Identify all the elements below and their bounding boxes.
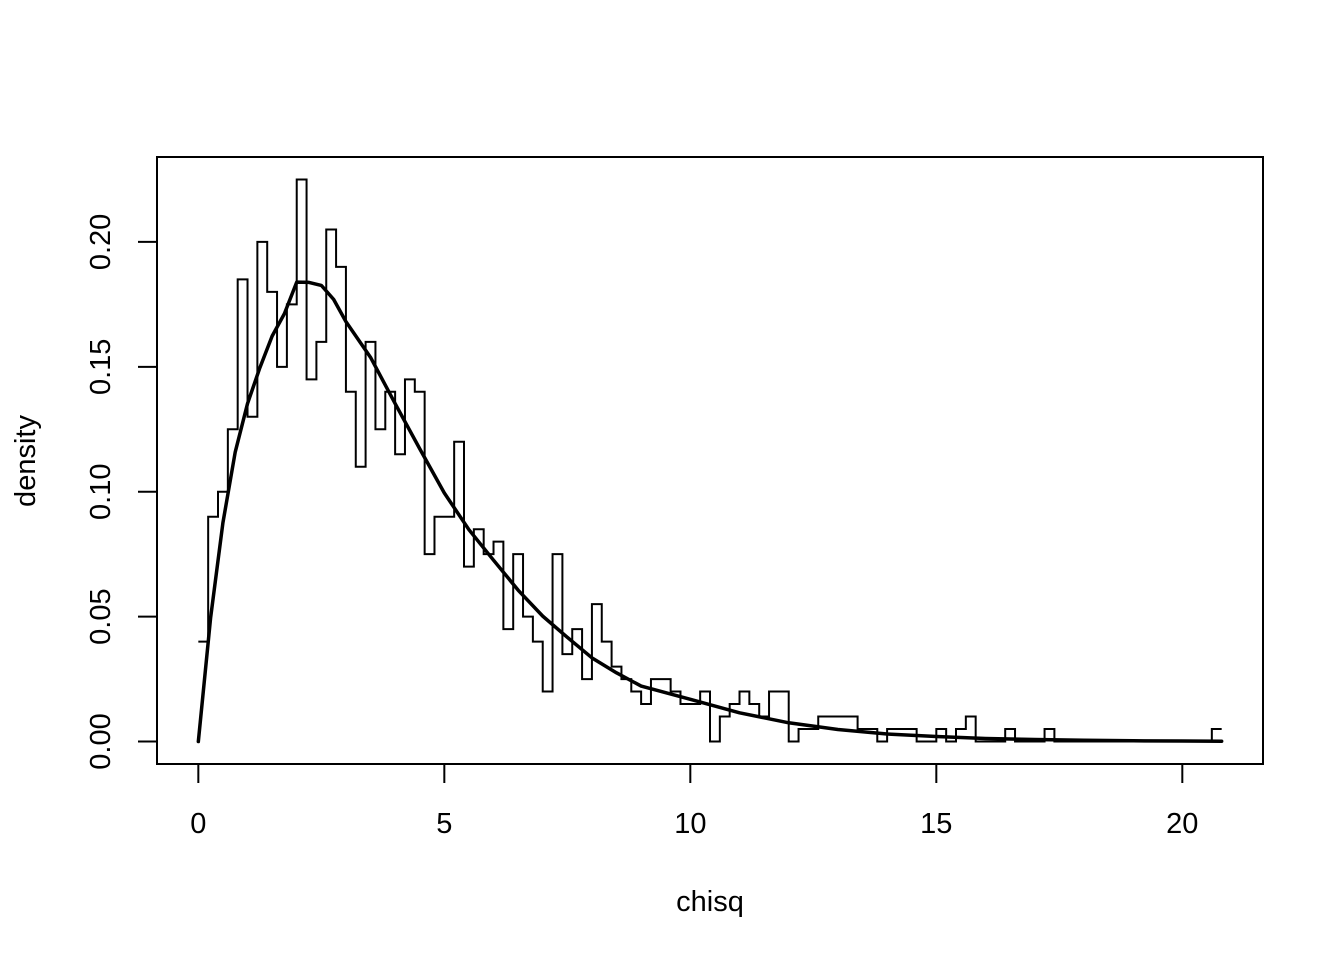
y-tick-label: 0.10 [85,463,117,519]
y-axis-label: density [10,415,42,507]
histogram-step-series [198,178,1222,743]
x-axis: 0 5 10 15 20 [190,763,1198,840]
y-tick-label: 0.15 [85,339,117,395]
x-axis-label: chisq [676,886,744,918]
x-tick-label: 15 [920,808,952,840]
y-tick-label: 0.05 [85,588,117,644]
x-tick-label: 5 [436,808,452,840]
x-tick-label: 0 [190,808,206,840]
y-axis: 0.00 0.05 0.10 0.15 0.20 [85,214,158,770]
x-tick-label: 20 [1166,808,1198,840]
x-tick-label: 10 [674,808,706,840]
y-tick-label: 0.00 [85,713,117,769]
y-tick-label: 0.20 [85,214,117,270]
plot-frame [156,156,1264,765]
density-curve [196,280,1224,744]
